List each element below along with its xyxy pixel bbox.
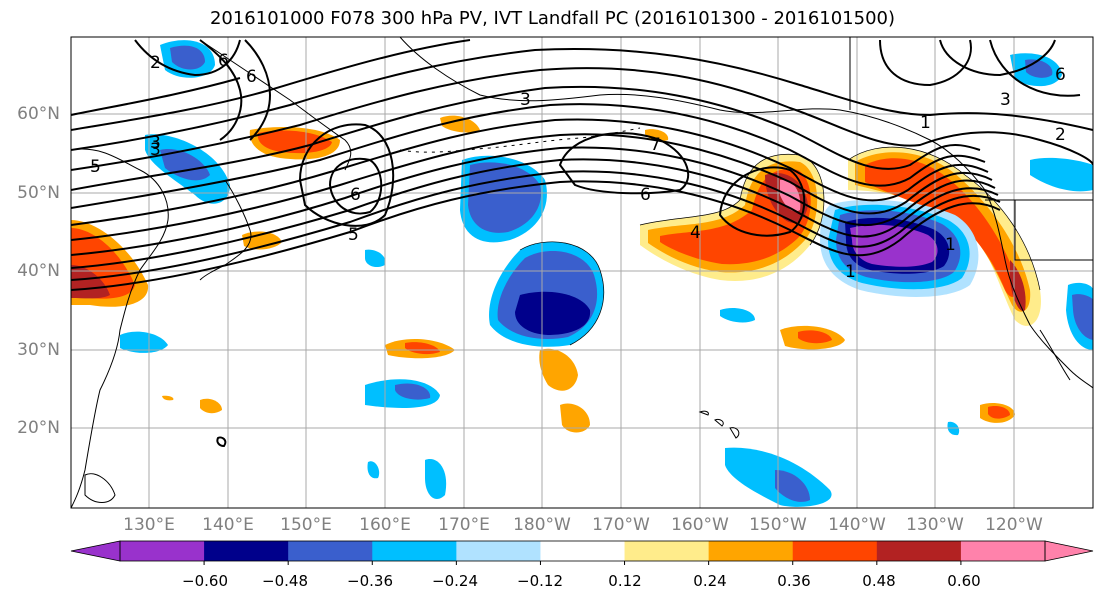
contour-label: 6 (640, 185, 651, 205)
contour-label: 3 (1000, 90, 1011, 110)
contour-label: 3 (520, 90, 531, 110)
pv-anomaly-field (71, 40, 1093, 507)
lon-label: 150°W (749, 515, 807, 535)
colorbar-tick-label: −0.12 (517, 572, 563, 590)
lon-label: 130°W (906, 515, 964, 535)
contour-label: 7 (650, 135, 661, 155)
lon-label: 160°E (359, 515, 411, 535)
colorbar-tick-label: −0.60 (182, 572, 228, 590)
lon-label: 120°W (985, 515, 1043, 535)
lat-label: 50°N (17, 183, 60, 203)
colorbar-tick-label: 0.60 (947, 572, 981, 590)
colorbar-segment (792, 541, 878, 561)
lon-label: 130°E (123, 515, 175, 535)
lon-label: 180°W (513, 515, 571, 535)
contour-label: 4 (690, 223, 701, 243)
lat-label: 30°N (17, 340, 60, 360)
contour-label: 6 (246, 67, 257, 87)
colorbar-segment (876, 541, 962, 561)
contour-label: 1 (845, 262, 856, 282)
colorbar-tick-label: −0.48 (262, 572, 308, 590)
lon-label: 170°E (438, 515, 490, 535)
map-title: 2016101000 F078 300 hPa PV, IVT Landfall… (209, 8, 896, 29)
shading-outlines (519, 146, 1041, 346)
colorbar-extend-low (70, 540, 121, 562)
colorbar-segment (456, 541, 541, 561)
colorbar-segment (624, 541, 710, 561)
colorbar-tick-label: 0.12 (608, 572, 642, 590)
lat-label: 40°N (17, 261, 60, 281)
colorbar-frame (119, 540, 1046, 562)
colorbar-tick-label: 0.48 (862, 572, 896, 590)
contour-label: 1 (945, 235, 956, 255)
contour-label: 6 (1055, 65, 1066, 85)
colorbar-tick-label: −0.36 (347, 572, 393, 590)
colorbar (70, 540, 1094, 565)
colorbar-segment (960, 541, 1046, 561)
colorbar-segment (204, 541, 289, 561)
colorbar-segment (288, 541, 373, 561)
contour-label: 2 (150, 53, 161, 73)
map-frame (70, 36, 1094, 509)
contour-label: 5 (90, 157, 101, 177)
contour-label: 6 (218, 51, 229, 71)
colorbar-segment (372, 541, 457, 561)
contour-label: 6 (350, 185, 361, 205)
colorbar-extend-high (1044, 540, 1094, 562)
colorbar-tick-label: 0.24 (693, 572, 727, 590)
lat-label: 20°N (17, 418, 60, 438)
contour-label: 1 (920, 113, 931, 133)
contour-label: 3 (150, 133, 161, 153)
graticule (71, 37, 1093, 508)
lon-label: 160°W (671, 515, 729, 535)
contour-label: 2 (1055, 125, 1066, 145)
colorbar-tick-label: 0.36 (777, 572, 811, 590)
colorbar-segment (120, 541, 205, 561)
colorbar-segment (708, 541, 794, 561)
contour-label: 5 (348, 225, 359, 245)
contour-label: 3 (150, 140, 161, 160)
lat-label: 60°N (17, 104, 60, 124)
coastlines (71, 37, 1093, 508)
pv-contours (71, 39, 1093, 291)
lon-label: 140°W (828, 515, 886, 535)
colorbar-segment (540, 541, 626, 561)
lon-label: 170°W (592, 515, 650, 535)
contour-label-group: 3 2 5 6 6 5 3 7 6 1 1 2 3 6 4 3 1 6 (90, 51, 1066, 282)
lon-label: 150°E (280, 515, 332, 535)
lon-label: 140°E (202, 515, 254, 535)
colorbar-tick-label: −0.24 (432, 572, 478, 590)
